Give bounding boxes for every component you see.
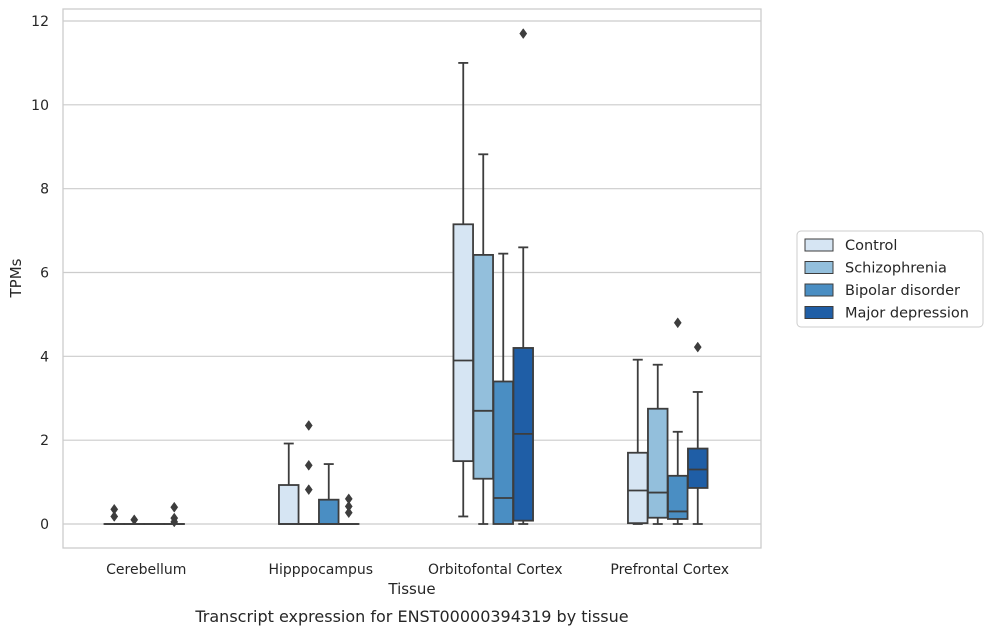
y-tick-labels: 0 2 4 6 8 10 12 <box>31 14 49 533</box>
outlier-2-2-1 <box>304 420 313 431</box>
box-2-3 <box>472 253 494 480</box>
legend-label-2: Schizophrenia <box>845 261 947 277</box>
y-tick-label-0: 0 <box>40 517 49 533</box>
y-tick-label-4: 4 <box>40 349 49 365</box>
y-tick-label-2: 2 <box>40 433 49 449</box>
legend-frame <box>796 230 984 328</box>
box-3-4 <box>667 474 689 520</box>
legend-label-1: Control <box>845 238 897 254</box>
legend-label-4: Major depression <box>845 306 969 322</box>
outlier-2-1-1 <box>130 514 139 526</box>
box-1-4 <box>627 451 649 525</box>
y-tick-label-6: 6 <box>40 266 49 282</box>
x-tick-label-3: Orbitofontal Cortex <box>428 562 563 578</box>
x-tick-label-2: Hipppocampus <box>268 562 373 578</box>
legend-swatch-1 <box>804 238 834 252</box>
x-axis-title: Tissue <box>387 580 435 598</box>
box-series <box>103 28 709 528</box>
outlier-4-4-1 <box>693 341 702 353</box>
outlier-4-1-3 <box>170 516 179 528</box>
box-1-3 <box>452 223 474 463</box>
legend-swatch-2 <box>804 261 834 274</box>
box-3-2 <box>318 498 340 525</box>
legend-swatch-4 <box>804 306 834 319</box>
chart-caption: Transcript expression for ENST0000039431… <box>194 607 628 626</box>
x-tick-labels: Cerebellum Hipppocampus Orbitofontal Corte… <box>106 562 729 578</box>
outlier-4-1-1 <box>170 501 179 513</box>
box-2-4 <box>647 407 669 519</box>
box-4-4 <box>687 447 709 489</box>
outlier-2-2-2 <box>304 459 313 471</box>
box-1-2 <box>278 484 300 525</box>
outlier-1-1-2 <box>110 511 119 522</box>
y-tick-label-8: 8 <box>40 182 49 198</box>
outlier-2-2-3 <box>304 484 313 496</box>
x-tick-label-4: Prefrontal Cortex <box>610 562 729 578</box>
legend-label-3: Bipolar disorder <box>845 283 960 299</box>
x-tick-label-1: Cerebellum <box>106 562 186 578</box>
plot-frame <box>62 8 762 549</box>
outlier-4-2-3 <box>344 507 353 519</box>
outlier-4-3-1 <box>519 28 528 40</box>
legend-swatch-3 <box>804 283 834 297</box>
y-axis-title: TPMs <box>7 258 25 298</box>
y-tick-label-10: 10 <box>31 98 49 114</box>
y-tick-label-12: 12 <box>31 14 49 30</box>
legend: Control Schizophrenia Bipolar disorder Majo… <box>796 230 984 328</box>
outlier-3-4-1 <box>673 317 682 329</box>
box-3-3 <box>492 380 514 525</box>
